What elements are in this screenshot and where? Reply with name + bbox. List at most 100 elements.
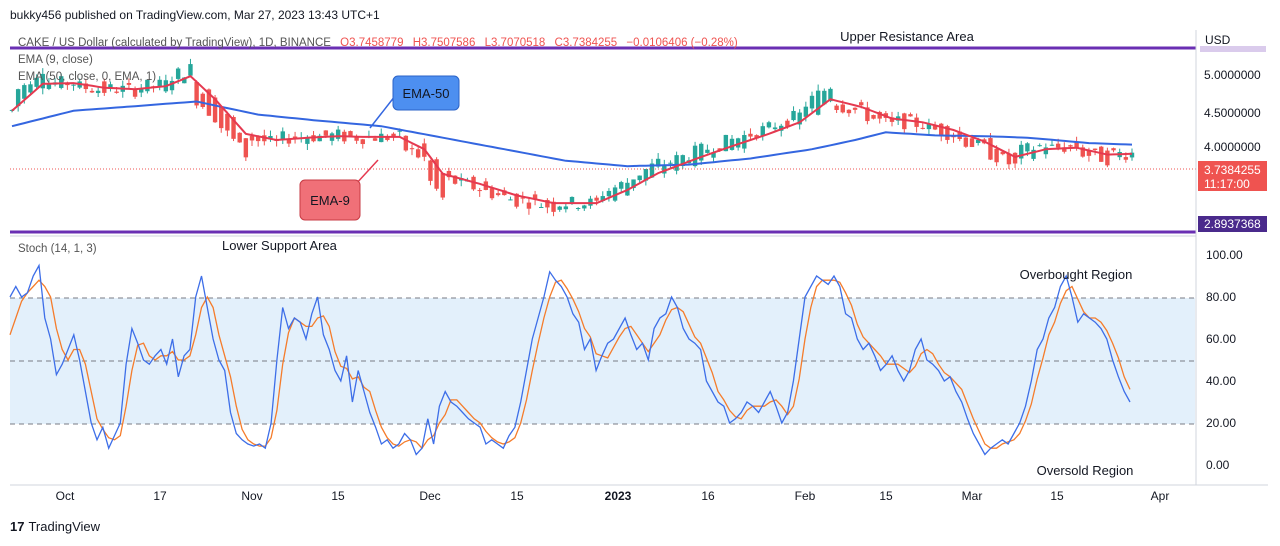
candle-body: [1099, 146, 1104, 162]
candle-body: [975, 139, 981, 144]
candle-body: [877, 111, 882, 119]
candle-body: [557, 206, 562, 210]
candle-body: [200, 93, 205, 107]
x-tick-label: 15: [510, 489, 524, 503]
ema9-callout: EMA-9: [299, 159, 379, 221]
overbought-label: Overbought Region: [1020, 267, 1133, 282]
candle-body: [668, 162, 673, 164]
candle-body: [988, 138, 993, 160]
ohlc-close: C3.7384255: [555, 37, 618, 49]
candle-body: [754, 135, 759, 139]
candle-body: [403, 135, 409, 151]
tradingview-logo-icon: 17: [10, 519, 25, 534]
candle-body: [994, 148, 999, 163]
candle-body: [809, 95, 815, 109]
candle-body: [440, 173, 445, 198]
ohlc-open: O3.7458779: [340, 37, 403, 49]
candle-body: [637, 175, 642, 181]
candle-body: [619, 182, 624, 189]
candle-body: [446, 170, 452, 178]
price-tick-4: 4.0000000: [1204, 140, 1261, 154]
ema50-line: [11, 100, 1133, 168]
candle-body: [1025, 143, 1030, 152]
stoch-tick-label: 40.00: [1206, 374, 1236, 388]
candle-body: [643, 169, 649, 181]
candle-body: [729, 138, 735, 150]
publisher-line: bukky456 published on TradingView.com, M…: [10, 8, 380, 22]
candle-body: [908, 114, 913, 117]
candle-body: [40, 73, 45, 89]
candle-body: [655, 158, 661, 167]
x-tick-label: Nov: [241, 489, 262, 503]
candle-body: [815, 90, 821, 115]
candle-body: [600, 196, 605, 201]
candle-body: [520, 197, 525, 199]
stoch-tick-label: 20.00: [1206, 416, 1236, 430]
candle-body: [194, 82, 199, 106]
candle-body: [631, 179, 636, 189]
candle-body: [748, 133, 753, 137]
support-tag: [1198, 216, 1267, 232]
candle-body: [1055, 143, 1061, 148]
stoch-tick-label: 80.00: [1206, 290, 1236, 304]
x-tick-label: 2023: [605, 489, 632, 503]
candle-body: [760, 126, 765, 136]
candle-body: [563, 206, 569, 210]
candle-body: [348, 131, 353, 137]
candle-body: [926, 123, 932, 130]
candle-body: [268, 135, 273, 140]
candle-body: [231, 116, 236, 139]
candle-body: [785, 120, 790, 127]
candle-body: [606, 190, 612, 197]
candle-body: [871, 115, 876, 119]
candle-body: [1068, 145, 1073, 147]
x-tick-label: 17: [153, 489, 167, 503]
candle-body: [705, 149, 710, 153]
legend: CAKE / US Dollar (calculated by TradingV…: [18, 37, 738, 83]
candle-body: [569, 196, 575, 203]
candle-body: [674, 155, 679, 171]
candle-body: [495, 193, 501, 196]
stoch-axis: 100.00 80.00 60.00 40.00 20.00 0.00: [1206, 248, 1243, 472]
candle-body: [249, 135, 255, 141]
candle-body: [945, 126, 950, 140]
price-tick-4-5: 4.5000000: [1204, 106, 1261, 120]
candle-body: [514, 193, 519, 207]
candle-body: [840, 104, 845, 113]
candle-body: [1105, 150, 1110, 166]
candle-body: [206, 89, 212, 116]
candle-body: [889, 117, 895, 122]
candle-body: [902, 113, 907, 130]
last-price-tag: [1198, 161, 1267, 191]
candle-body: [225, 113, 230, 131]
candle-body: [846, 109, 852, 114]
candle-body: [612, 187, 618, 201]
candle-body: [335, 129, 341, 139]
candle-body: [582, 205, 587, 209]
candle-body: [71, 84, 76, 86]
candle-body: [772, 127, 778, 130]
tradingview-brand: TradingView: [28, 519, 101, 534]
candle-body: [126, 83, 132, 85]
candle-body: [711, 152, 716, 158]
candle-body: [1012, 152, 1018, 164]
candle-body: [175, 68, 181, 79]
candle-body: [1111, 148, 1116, 151]
candle-body: [575, 208, 581, 210]
ema9-line: [11, 75, 1133, 205]
candle-body: [508, 199, 513, 201]
lower-support-label: Lower Support Area: [222, 238, 338, 253]
stoch-tick-label: 100.00: [1206, 248, 1243, 262]
candle-body: [428, 160, 433, 181]
candle-body: [545, 199, 550, 208]
stoch-tick-label: 60.00: [1206, 332, 1236, 346]
stoch-legend: Stoch (14, 1, 3): [18, 243, 97, 255]
candle-body: [551, 201, 556, 212]
candle-body: [1092, 148, 1098, 151]
candle-body: [723, 134, 729, 152]
last-price-countdown: 11:17:00: [1204, 177, 1250, 191]
ema9-callout-text: EMA-9: [310, 193, 350, 208]
candle-body: [1129, 152, 1135, 158]
tradingview-footer: 17 TradingView: [10, 519, 100, 534]
ohlc-low: L3.7070518: [485, 37, 546, 49]
